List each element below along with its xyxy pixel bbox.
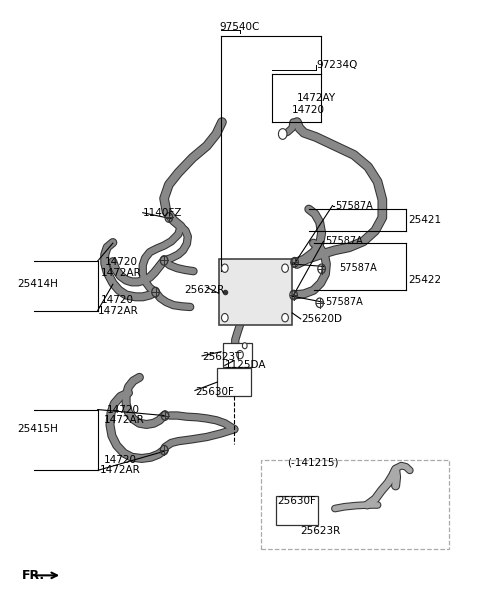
Circle shape [221, 264, 228, 272]
Circle shape [242, 343, 247, 349]
Text: 25630F: 25630F [195, 386, 234, 397]
Bar [261, 461, 449, 548]
Text: 25414H: 25414H [17, 279, 58, 290]
Text: 25622R: 25622R [184, 285, 224, 295]
Text: 25421: 25421 [408, 215, 442, 225]
Text: 97540C: 97540C [220, 22, 260, 32]
Circle shape [278, 129, 287, 140]
Text: 1472AR: 1472AR [101, 268, 142, 278]
Text: 1472AR: 1472AR [99, 465, 140, 476]
Bar [276, 496, 318, 525]
Text: 25623R: 25623R [301, 526, 341, 536]
Text: 1140FZ: 1140FZ [143, 208, 182, 218]
Text: 1472AR: 1472AR [103, 415, 144, 425]
Text: 97234Q: 97234Q [316, 60, 357, 70]
Text: 25620D: 25620D [301, 314, 343, 324]
Text: 25630F: 25630F [277, 497, 316, 506]
Circle shape [237, 350, 243, 359]
Text: FR.: FR. [22, 569, 45, 582]
Text: 14720: 14720 [101, 295, 134, 305]
Text: 57587A: 57587A [335, 200, 372, 211]
Text: 25415H: 25415H [17, 424, 58, 434]
Text: 1472AR: 1472AR [97, 306, 138, 315]
Text: 1472AY: 1472AY [297, 93, 336, 103]
Text: 14720: 14720 [105, 257, 138, 267]
Text: 14720: 14720 [103, 455, 136, 465]
Circle shape [221, 314, 228, 322]
Text: 57587A: 57587A [340, 262, 377, 273]
Text: 57587A: 57587A [325, 297, 363, 307]
Text: 25623T: 25623T [202, 352, 241, 362]
Circle shape [282, 314, 288, 322]
Text: 57587A: 57587A [325, 237, 363, 246]
Text: 25422: 25422 [408, 275, 442, 285]
Circle shape [282, 264, 288, 272]
Bar [217, 368, 252, 397]
Text: 14720: 14720 [107, 405, 140, 415]
Bar [223, 343, 252, 367]
Text: (-141215): (-141215) [288, 457, 339, 467]
Text: 14720: 14720 [292, 105, 325, 115]
Text: 1125DA: 1125DA [225, 361, 266, 370]
Bar [219, 259, 292, 325]
